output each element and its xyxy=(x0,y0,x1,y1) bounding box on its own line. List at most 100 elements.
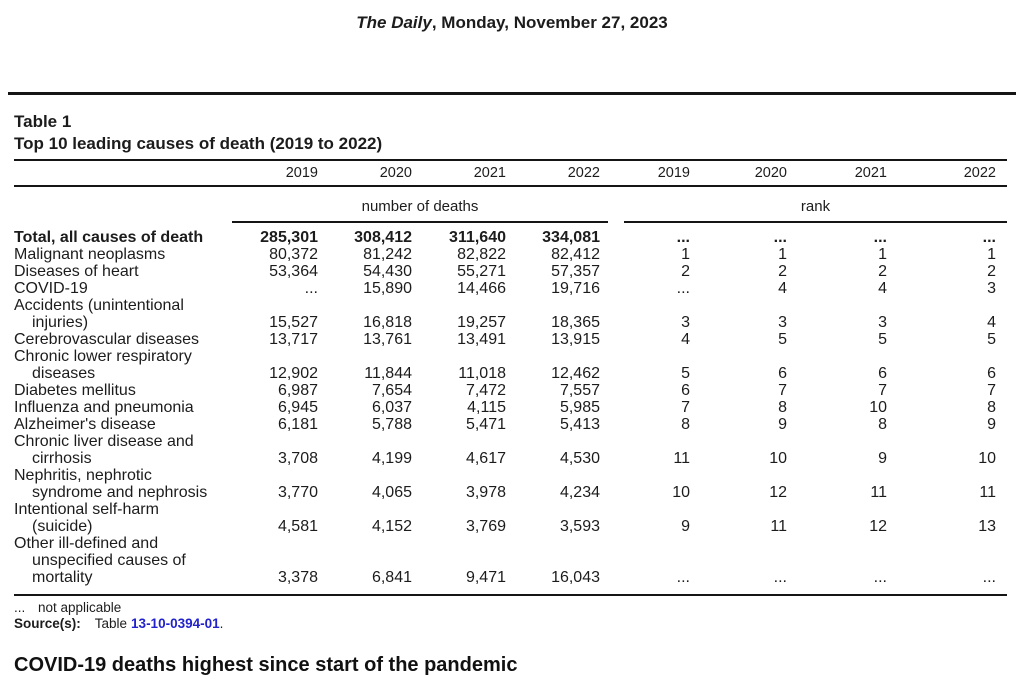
deaths-value: 7,654 xyxy=(371,382,412,399)
rank-value: ... xyxy=(773,229,787,246)
rank-value: 5 xyxy=(987,331,996,348)
deaths-value: 4,617 xyxy=(465,450,506,467)
column-gap xyxy=(608,535,624,595)
rank-value: 1 xyxy=(878,246,887,263)
deaths-value: 13,761 xyxy=(363,331,412,348)
group-header-rank: rank xyxy=(624,186,1007,223)
rank-value: 5 xyxy=(681,365,690,382)
rank-value: ... xyxy=(676,229,690,246)
deaths-value: 3,769 xyxy=(465,518,506,535)
year-header-deaths-2019: 2019 xyxy=(232,160,326,187)
column-gap xyxy=(608,467,624,501)
table-row: Intentional self-harm (suicide) 4,581 4,15… xyxy=(14,501,1007,535)
column-gap xyxy=(608,433,624,467)
deaths-value: 4,234 xyxy=(559,484,600,501)
group-header-row: number of deaths rank xyxy=(14,186,1007,223)
table-row: Chronic lower respiratory diseases 12,902… xyxy=(14,348,1007,382)
rank-value: 6 xyxy=(878,365,887,382)
rank-value: ... xyxy=(873,229,887,246)
rank-value: 12 xyxy=(869,518,887,535)
deaths-value: 5,985 xyxy=(559,399,600,416)
column-gap xyxy=(608,160,624,187)
footnote-symbol: ... xyxy=(14,600,26,615)
column-gap xyxy=(608,382,624,399)
table-row: Accidents (unintentional injuries) 15,527… xyxy=(14,297,1007,331)
rank-value: 11 xyxy=(770,518,787,535)
year-header-row: 2019 2020 2021 2022 2019 2020 2021 2022 xyxy=(14,160,1007,187)
table-row: Total, all causes of death 285,301 308,412… xyxy=(14,222,1007,246)
causes-of-death-table: 2019 2020 2021 2022 2019 2020 2021 2022 … xyxy=(14,159,1007,596)
source-line: Source(s): Table 13-10-0394-01. xyxy=(14,616,1024,632)
deaths-value: 4,115 xyxy=(467,399,506,416)
deaths-value: 4,199 xyxy=(371,450,412,467)
deaths-value: 6,945 xyxy=(277,399,318,416)
rank-value: ... xyxy=(676,569,690,586)
rank-value: 6 xyxy=(778,365,787,382)
rank-value: 6 xyxy=(681,382,690,399)
rank-value: 13 xyxy=(978,518,996,535)
deaths-value: 7,472 xyxy=(465,382,506,399)
column-gap xyxy=(608,246,624,263)
rank-value: 3 xyxy=(987,280,996,297)
column-gap xyxy=(608,399,624,416)
rank-value: 1 xyxy=(987,246,996,263)
deaths-value: 53,364 xyxy=(269,263,318,280)
cause-column-header xyxy=(14,160,232,187)
rank-value: 8 xyxy=(778,399,787,416)
column-gap xyxy=(608,348,624,382)
year-header-deaths-2020: 2020 xyxy=(326,160,420,187)
rank-value: 8 xyxy=(681,416,690,433)
year-header-rank-2019: 2019 xyxy=(624,160,698,187)
year-header-rank-2021: 2021 xyxy=(795,160,895,187)
rank-value: 10 xyxy=(672,484,690,501)
deaths-value: 82,822 xyxy=(457,246,506,263)
deaths-value: 3,978 xyxy=(465,484,506,501)
deaths-value: 5,471 xyxy=(465,416,506,433)
deaths-value: 54,430 xyxy=(363,263,412,280)
cause-label: Influenza and pneumonia xyxy=(14,399,194,416)
deaths-value: 3,770 xyxy=(277,484,318,501)
deaths-value: 19,716 xyxy=(551,280,600,297)
footnote-text: not applicable xyxy=(38,600,122,615)
rank-value: 11 xyxy=(979,484,996,501)
cause-label: Accidents (unintentional injuries) xyxy=(14,297,184,331)
column-gap xyxy=(608,331,624,348)
rank-value: 6 xyxy=(987,365,996,382)
cause-label: Other ill-defined and unspecified causes… xyxy=(14,535,186,586)
year-header-deaths-2022: 2022 xyxy=(514,160,608,187)
cause-label: Alzheimer's disease xyxy=(14,416,156,433)
rank-value: 8 xyxy=(878,416,887,433)
rank-value: 5 xyxy=(878,331,887,348)
table-title: Top 10 leading causes of death (2019 to … xyxy=(14,134,383,153)
deaths-value: 12,462 xyxy=(551,365,600,382)
rank-value: 3 xyxy=(681,314,690,331)
deaths-value: 15,890 xyxy=(363,280,412,297)
deaths-value: 6,037 xyxy=(371,399,412,416)
rank-value: 9 xyxy=(878,450,887,467)
rank-value: 12 xyxy=(769,484,787,501)
column-gap xyxy=(608,416,624,433)
deaths-value: 308,412 xyxy=(354,229,412,246)
cause-label: Diabetes mellitus xyxy=(14,382,136,399)
table-row: Influenza and pneumonia 6,945 6,037 4,115 5,… xyxy=(14,399,1007,416)
source-label: Source(s): xyxy=(14,616,81,631)
rank-value: 2 xyxy=(681,263,690,280)
year-header-deaths-2021: 2021 xyxy=(420,160,514,187)
deaths-value: 81,242 xyxy=(363,246,412,263)
rank-value: 10 xyxy=(869,399,887,416)
deaths-value: 3,378 xyxy=(277,569,318,586)
rank-value: 5 xyxy=(778,331,787,348)
rank-value: 10 xyxy=(978,450,996,467)
deaths-value: 3,593 xyxy=(559,518,600,535)
column-gap xyxy=(608,263,624,280)
source-prefix: Table xyxy=(94,616,128,631)
section-headline: COVID-19 deaths highest since start of t… xyxy=(14,654,518,676)
footnote: ... not applicable xyxy=(14,600,1024,616)
deaths-value: 311,640 xyxy=(449,229,506,246)
rank-value: 7 xyxy=(778,382,787,399)
source-link[interactable]: 13-10-0394-01 xyxy=(131,616,220,631)
cause-label: Chronic liver disease and cirrhosis xyxy=(14,433,194,467)
rank-value: 11 xyxy=(870,484,887,501)
deaths-value: 334,081 xyxy=(542,229,600,246)
table-row: Chronic liver disease and cirrhosis 3,708… xyxy=(14,433,1007,467)
